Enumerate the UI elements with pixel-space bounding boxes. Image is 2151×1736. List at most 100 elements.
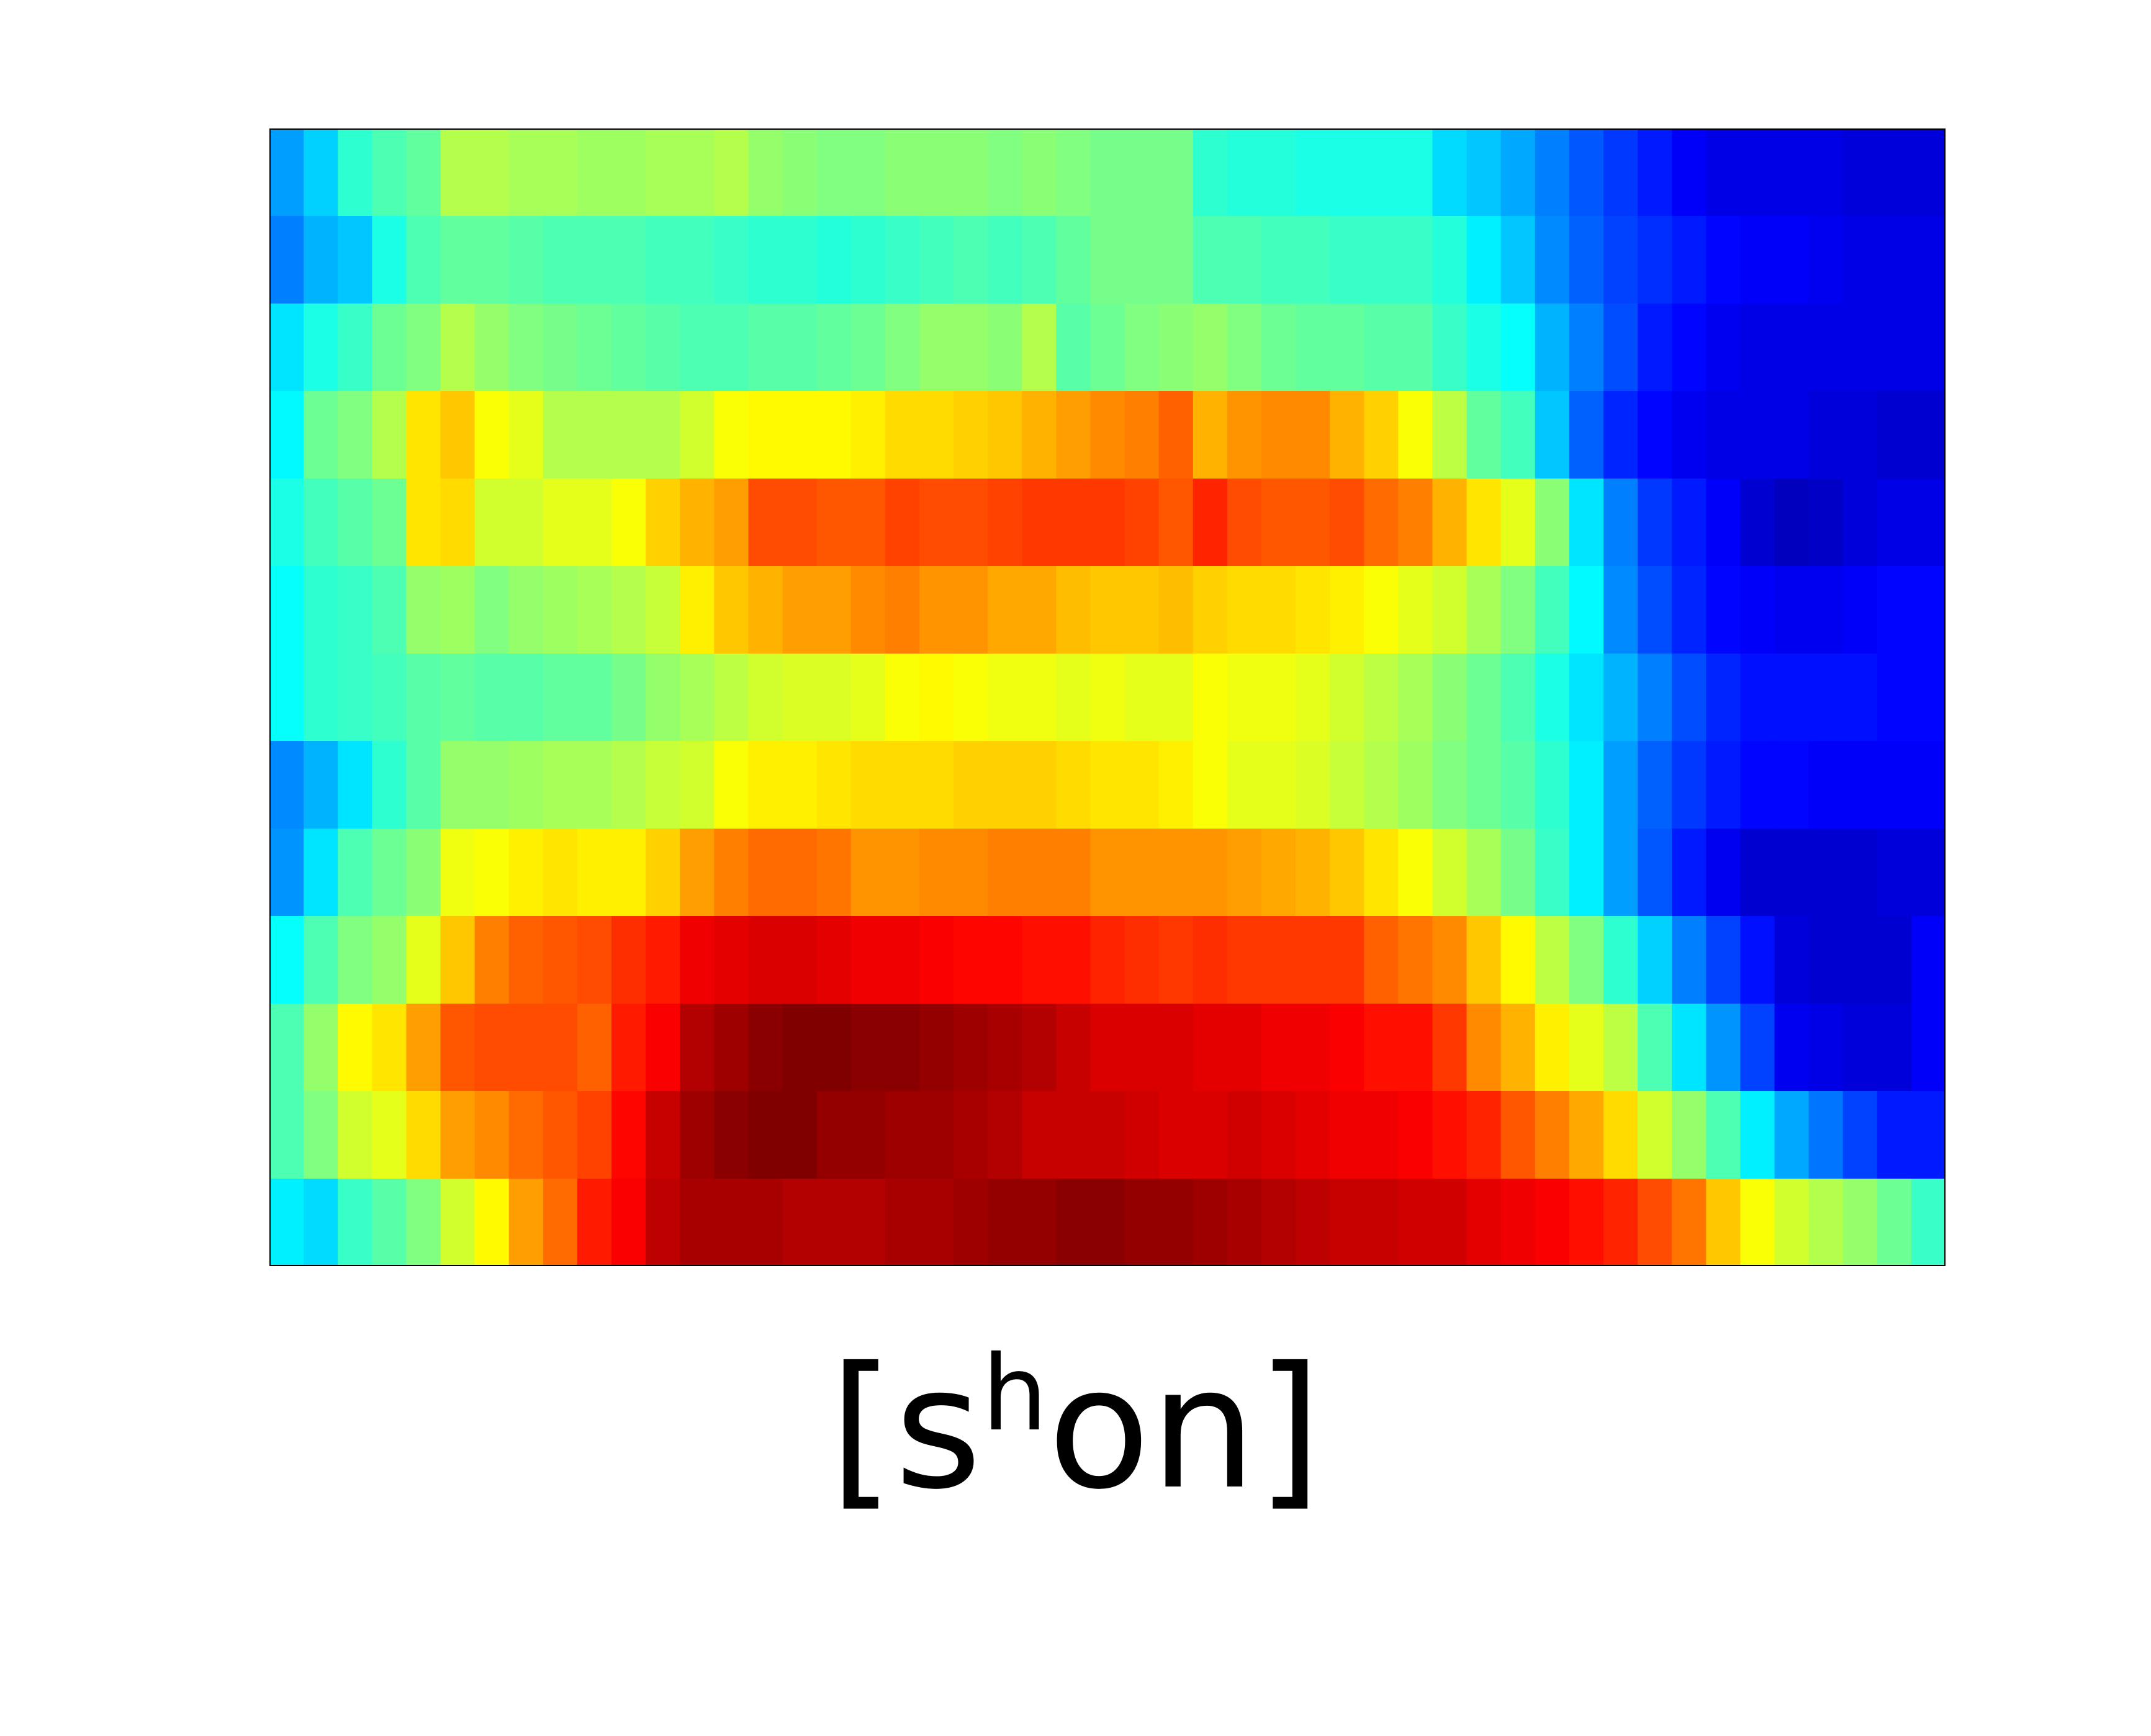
heatmap-cell	[1398, 1004, 1433, 1092]
heatmap-cell	[1227, 304, 1262, 392]
heatmap-cell	[1740, 479, 1775, 567]
heatmap-cell	[1022, 566, 1057, 654]
heatmap-cell	[680, 741, 715, 829]
heatmap-cell	[714, 654, 749, 742]
heatmap-cell	[1227, 654, 1262, 742]
heatmap-cell	[1774, 916, 1810, 1004]
heatmap-cell	[954, 566, 988, 654]
heatmap-cell	[1296, 1004, 1330, 1092]
heatmap-cell	[919, 479, 954, 567]
heatmap-cell	[1056, 1004, 1091, 1092]
heatmap-cell	[1193, 128, 1228, 217]
heatmap-cell	[508, 741, 544, 829]
heatmap-cell	[680, 654, 715, 742]
heatmap-cell	[1261, 1091, 1296, 1179]
heatmap-cell	[1603, 1179, 1638, 1266]
heatmap-cell	[611, 391, 646, 479]
heatmap-cell	[1774, 741, 1810, 829]
heatmap-cell	[748, 479, 783, 567]
heatmap-cell	[474, 916, 510, 1004]
heatmap-cell	[1911, 1004, 1946, 1092]
heatmap-cell	[1193, 1091, 1228, 1179]
heatmap-cell	[1808, 916, 1844, 1004]
heatmap-cell	[338, 566, 372, 654]
heatmap-cell	[748, 1091, 783, 1179]
heatmap-cell	[954, 479, 988, 567]
heatmap-cell	[1158, 566, 1194, 654]
heatmap-cell	[1022, 829, 1057, 917]
heatmap-cell	[1877, 391, 1912, 479]
heatmap-cell	[304, 654, 338, 742]
heatmap-cell	[1535, 1179, 1570, 1266]
heatmap-cell	[954, 916, 988, 1004]
heatmap-cell	[508, 916, 544, 1004]
heatmap-cell	[372, 916, 407, 1004]
heatmap-cell	[1672, 391, 1707, 479]
heatmap-cell	[816, 1004, 852, 1092]
heatmap-cell	[1740, 216, 1775, 304]
heatmap-cell	[1090, 741, 1125, 829]
heatmap-cell	[406, 916, 441, 1004]
heatmap-cell	[954, 304, 988, 392]
heatmap-cell	[1261, 916, 1296, 1004]
heatmap-cell	[1466, 654, 1502, 742]
heatmap-cell	[440, 1004, 476, 1092]
heatmap-cell	[406, 829, 441, 917]
heatmap-cell	[988, 654, 1022, 742]
heatmap-cell	[1296, 479, 1330, 567]
heatmap-cell	[577, 479, 612, 567]
heatmap-cell	[1364, 128, 1399, 217]
heatmap-cell	[1842, 216, 1878, 304]
heatmap-cell	[543, 741, 578, 829]
heatmap-cell	[1535, 566, 1570, 654]
heatmap-cell	[816, 916, 852, 1004]
heatmap-cell	[1330, 566, 1364, 654]
heatmap-cell	[474, 216, 510, 304]
heatmap-cell	[1842, 304, 1878, 392]
heatmap-cell	[1877, 1091, 1912, 1179]
heatmap-cell	[954, 741, 988, 829]
heatmap-cell	[1056, 128, 1091, 217]
heatmap-cell	[1535, 654, 1570, 742]
heatmap-cell	[1158, 916, 1194, 1004]
heatmap-cell	[1638, 829, 1672, 917]
heatmap-cell	[508, 829, 544, 917]
heatmap-cell	[850, 916, 886, 1004]
heatmap-cell	[1296, 304, 1330, 392]
heatmap-cell	[508, 479, 544, 567]
heatmap-cell	[782, 1179, 818, 1266]
heatmap-cell	[680, 128, 715, 217]
heatmap-cell	[1022, 741, 1057, 829]
heatmap-cell	[680, 1004, 715, 1092]
heatmap-cell	[1227, 1004, 1262, 1092]
heatmap-cell	[1466, 741, 1502, 829]
heatmap-cell	[1808, 1091, 1844, 1179]
heatmap-cell	[1090, 829, 1125, 917]
heatmap-cell	[1227, 741, 1262, 829]
heatmap-cell	[474, 391, 510, 479]
heatmap-cell	[1158, 1179, 1194, 1266]
heatmap-cell	[1193, 479, 1228, 567]
heatmap-cell	[885, 654, 920, 742]
heatmap-cell	[1330, 479, 1364, 567]
heatmap-cell	[1158, 829, 1194, 917]
heatmap-cell	[714, 829, 749, 917]
heatmap-cell	[1124, 829, 1160, 917]
heatmap-cell	[338, 1179, 372, 1266]
heatmap-cell	[714, 741, 749, 829]
heatmap-cell	[1090, 1091, 1125, 1179]
heatmap-cell	[1261, 829, 1296, 917]
heatmap-cell	[1535, 216, 1570, 304]
heatmap-cell	[1227, 391, 1262, 479]
heatmap-cell	[338, 479, 372, 567]
heatmap-cell	[1090, 304, 1125, 392]
heatmap-cell	[1296, 216, 1330, 304]
heatmap-cell	[919, 1179, 954, 1266]
heatmap-cell	[1432, 829, 1468, 917]
heatmap-cell	[474, 479, 510, 567]
heatmap-cell	[1569, 1179, 1604, 1266]
heatmap-cell	[646, 916, 680, 1004]
heatmap-cell	[1466, 479, 1502, 567]
heatmap-cell	[714, 479, 749, 567]
heatmap-cell	[1364, 391, 1399, 479]
